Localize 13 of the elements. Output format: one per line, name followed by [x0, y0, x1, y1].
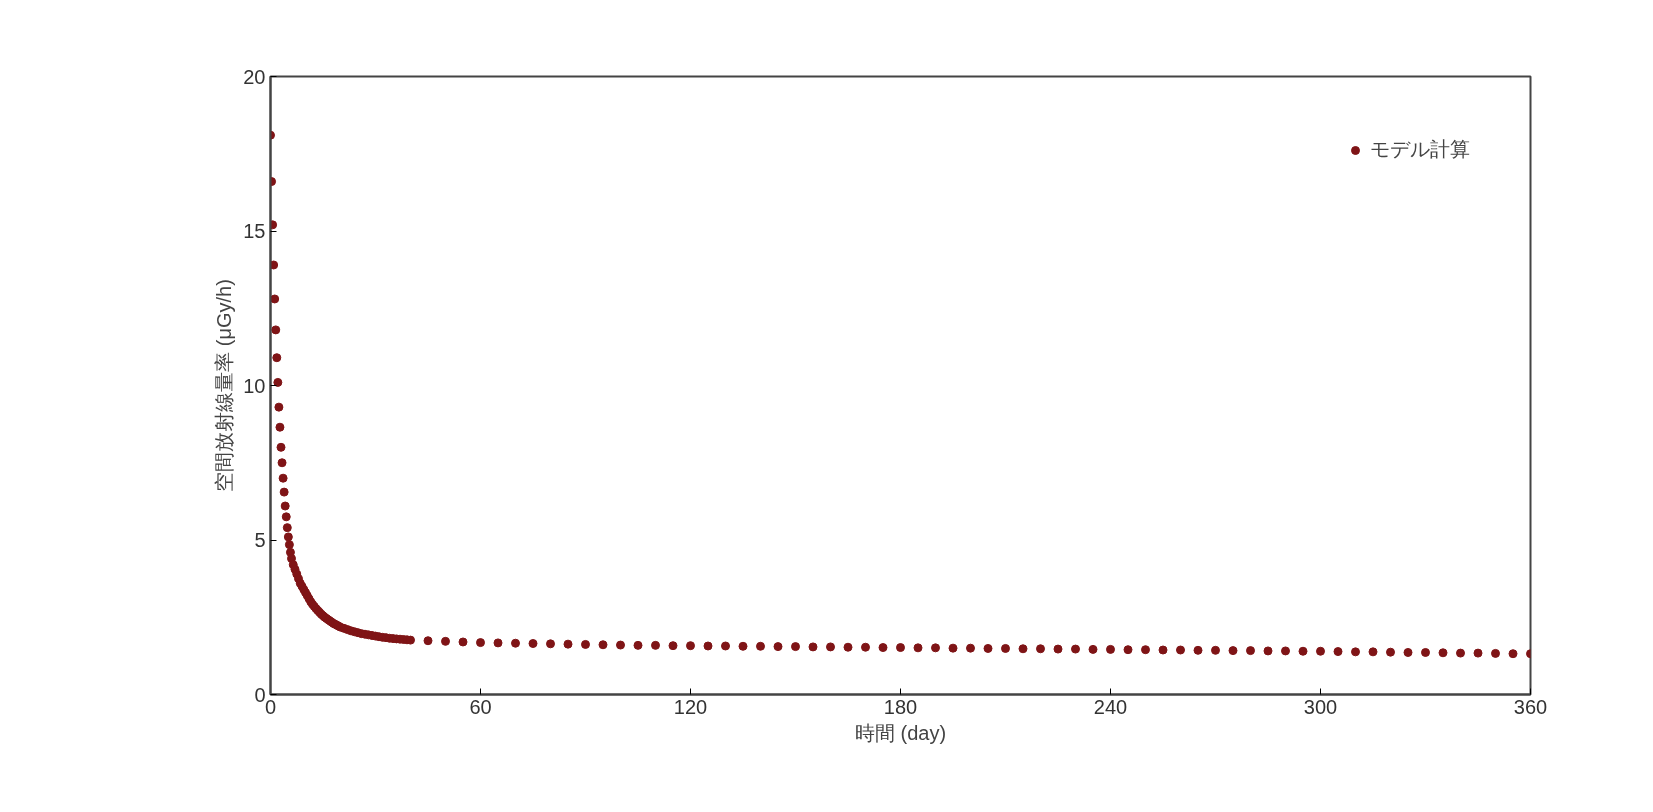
y-tick-label: 15: [243, 220, 266, 242]
x-tick-label: 300: [1303, 695, 1338, 718]
legend-label: モデル計算: [1370, 137, 1470, 162]
y-tick-label: 20: [243, 65, 266, 88]
x-axis-title: 時間 (day): [854, 721, 947, 744]
y-tick-label: 5: [254, 529, 266, 551]
y-tick-label: 10: [243, 374, 266, 397]
x-tick-label: 60: [469, 695, 492, 718]
x-tick-label: 240: [1093, 695, 1128, 718]
x-tick-label: 120: [673, 695, 708, 718]
y-axis-title: 空間放射線量率 (μGy/h): [213, 279, 236, 492]
x-tick-label: 360: [1513, 695, 1548, 718]
x-tick-label: 180: [883, 695, 918, 718]
